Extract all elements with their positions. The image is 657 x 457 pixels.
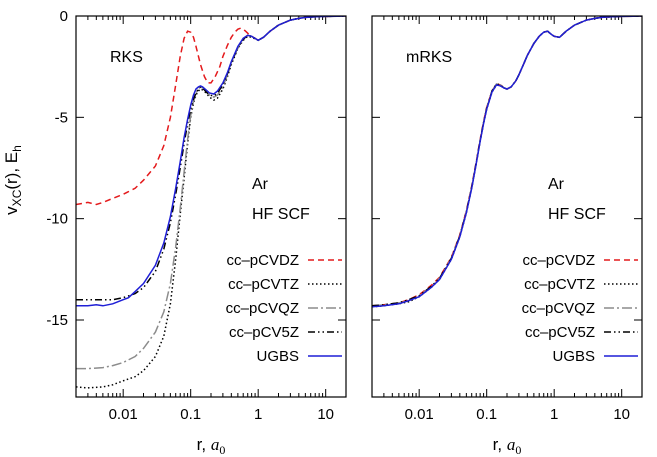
x-tick-label: 1 [550,406,558,423]
panel-title: mRKS [406,49,452,66]
x-tick-label: 0.1 [476,406,497,423]
svg-text:vXC(r), Eh: vXC(r), Eh [2,145,24,215]
y-tick-label: 0 [60,8,68,25]
legend-label: cc–pCVTZ [524,276,595,293]
series-line-cc-pcvqz [76,16,346,370]
plot-frame [75,15,347,398]
y-tick-label: -10 [46,211,68,228]
legend-label: cc–pCVDZ [226,252,299,269]
annotation-text: Ar [548,176,565,193]
series-line-cc-pcvtz [76,16,346,389]
plot-frame [371,15,643,398]
panel-title: RKS [110,49,143,66]
x-tick-label: 10 [613,406,630,423]
legend-label: UGBS [552,348,595,365]
legend-label: cc–pCVQZ [226,300,299,317]
annotation-text: HF SCF [252,206,310,223]
y-tick-label: -5 [55,109,68,126]
annotation-text: HF SCF [548,206,606,223]
series-line-cc-pcvdz [76,16,346,206]
legend-label: cc–pCV5Z [525,324,595,341]
x-tick-label: 0.1 [180,406,201,423]
legend-label: cc–pCVDZ [522,252,595,269]
panel-mrks: 0.01 0.1 1 10 mRKS Ar HF SCF cc–pCVDZ cc–pCVTZ cc… [371,15,643,423]
legend-label: UGBS [256,348,299,365]
y-tick-label: -15 [46,312,68,329]
x-axis-label-right: r, a0 [493,435,522,457]
legend-label: cc–pCVTZ [228,276,299,293]
series-line-cc-pcv5z [76,16,346,301]
series-line-ugbs [76,16,346,307]
legend-label: cc–pCV5Z [229,324,299,341]
x-tick-label: 0.01 [405,406,434,423]
y-axis-label: vXC(r), Eh [2,145,24,215]
x-tick-label: 1 [254,406,262,423]
x-axis-label-left: r, a0 [197,435,226,457]
panel-rks: 0.01 0.1 1 10 0 -5 -10 -15 RKS Ar HF SCF cc–pCVDZ cc… [46,8,347,423]
annotation-text: Ar [252,176,269,193]
series-line-ugbs [372,16,642,308]
x-tick-label: 0.01 [109,406,138,423]
x-tick-label: 10 [317,406,334,423]
legend-label: cc–pCVQZ [522,300,595,317]
